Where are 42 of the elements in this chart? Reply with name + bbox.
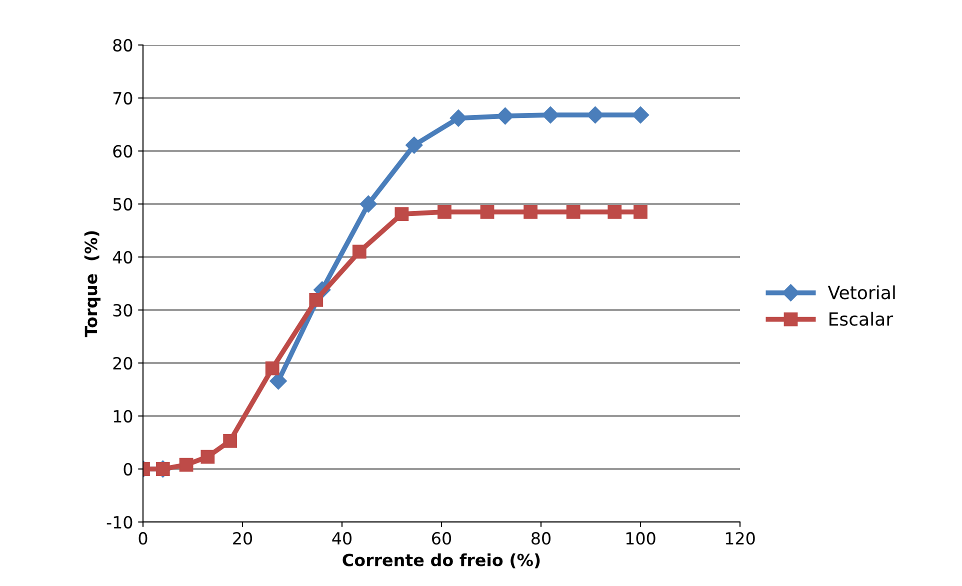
point <box>524 205 538 219</box>
x-tick-label: 120 <box>726 532 755 545</box>
y-axis-title: Torque (%) <box>84 231 100 338</box>
point <box>438 205 452 219</box>
y-tick-label: 0 <box>124 462 132 476</box>
point <box>309 292 324 307</box>
x-tick-label: 60 <box>432 532 451 545</box>
point <box>265 361 280 376</box>
y-tick-label: -10 <box>106 516 132 529</box>
point <box>450 110 467 127</box>
x-tick-label: 0 <box>138 532 148 545</box>
x-tick-label: 20 <box>233 532 252 545</box>
legend-label: Escalar <box>830 312 894 326</box>
y-tick-label: 80 <box>113 38 132 52</box>
point <box>394 207 409 222</box>
point <box>632 106 650 124</box>
y-tick-label: 10 <box>114 410 132 423</box>
y-tick-label: 20 <box>113 356 132 370</box>
x-tick-label: 40 <box>332 532 352 545</box>
y-tick-label: 70 <box>113 92 132 105</box>
y-tick-label: 30 <box>113 304 132 317</box>
point <box>608 205 622 219</box>
point <box>270 372 287 390</box>
point <box>360 195 377 213</box>
legend-label: Vetorial <box>828 285 895 300</box>
point <box>223 434 238 448</box>
point <box>179 458 194 472</box>
point <box>406 136 423 154</box>
point <box>496 107 514 125</box>
x-axis-title: Corrente do freio (%) <box>342 553 540 568</box>
point <box>634 205 648 219</box>
point <box>586 106 604 124</box>
x-tick-label: 100 <box>626 532 656 545</box>
point <box>352 244 366 259</box>
point <box>200 450 215 464</box>
y-tick-label: 50 <box>113 198 132 211</box>
point <box>566 205 580 219</box>
x-tick-label: 80 <box>532 532 550 545</box>
y-tick-label: 40 <box>112 250 132 264</box>
y-tick-label: 60 <box>113 144 132 158</box>
point <box>542 106 560 124</box>
point <box>480 205 494 219</box>
